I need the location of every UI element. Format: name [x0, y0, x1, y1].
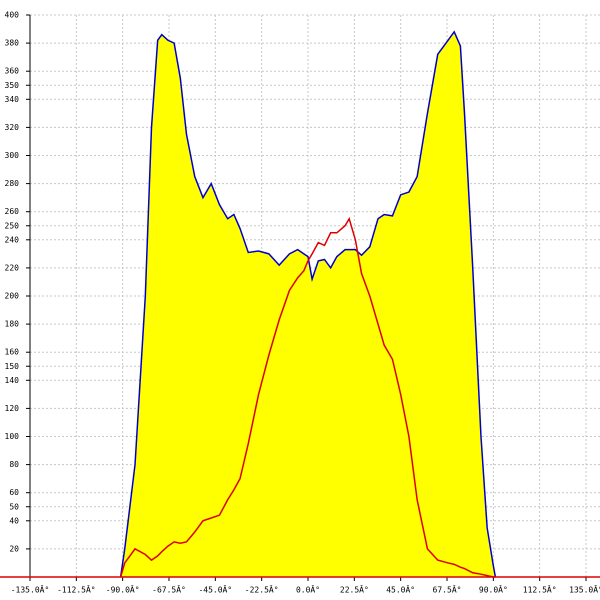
area — [120, 31, 496, 578]
y-tick-label: 40 — [9, 516, 19, 525]
x-tick-label: 67.5Â° — [433, 584, 462, 595]
y-tick-label: 380 — [5, 39, 20, 48]
y-tick-label: 300 — [5, 151, 20, 160]
y-tick-label: 240 — [5, 235, 20, 244]
y-tick-label: 120 — [5, 404, 20, 413]
y-tick-label: 340 — [5, 95, 20, 104]
layer — [119, 30, 497, 578]
y-tick-label: 220 — [5, 263, 20, 272]
y-tick-label: 260 — [5, 207, 20, 216]
y-tick-label: 140 — [5, 376, 20, 385]
x-tick-label: 112.5Â° — [523, 584, 557, 595]
x-tick-label: 22.5Â° — [340, 584, 369, 595]
x-tick-label: -90.0Â° — [106, 584, 140, 595]
y-tick-label: 360 — [5, 67, 20, 76]
x-tick-label: 135.0Â° — [569, 584, 600, 595]
y-tick-label: 280 — [5, 179, 20, 188]
y-tick-label: 20 — [9, 544, 19, 553]
x-tick-label: -135.0Â° — [11, 584, 50, 595]
y-tick-label: 50 — [9, 502, 19, 511]
x-tick-label: 45.0Â° — [386, 584, 415, 595]
line — [119, 216, 496, 578]
y-tick-label: 100 — [5, 432, 20, 441]
y-tick-label: 80 — [9, 460, 19, 469]
y-tick-label: 180 — [5, 320, 20, 329]
y-tick-label: 160 — [5, 348, 20, 357]
y-tick-label: 60 — [9, 488, 19, 497]
x-tick-label: -67.5Â° — [152, 584, 186, 595]
y-tick-label: 250 — [5, 221, 20, 230]
y-tick-label: 350 — [5, 81, 20, 90]
y-tick-label: 320 — [5, 123, 20, 132]
x-tick-label: 0.0Â° — [296, 584, 320, 595]
x-tick-label: 90.0Â° — [479, 584, 508, 595]
y-tick-label: 150 — [5, 362, 20, 371]
layer: 20 40 50 60 80 100 120 140 150 160 180 200 220 240 250… — [0, 11, 600, 595]
x-tick-label: -22.5Â° — [245, 584, 279, 595]
line — [119, 30, 497, 578]
x-tick-label: -112.5Â° — [57, 584, 96, 595]
y-tick-label: 200 — [5, 292, 20, 301]
y-tick-label: 400 — [5, 11, 20, 20]
x-tick-label: -45.0Â° — [198, 584, 232, 595]
